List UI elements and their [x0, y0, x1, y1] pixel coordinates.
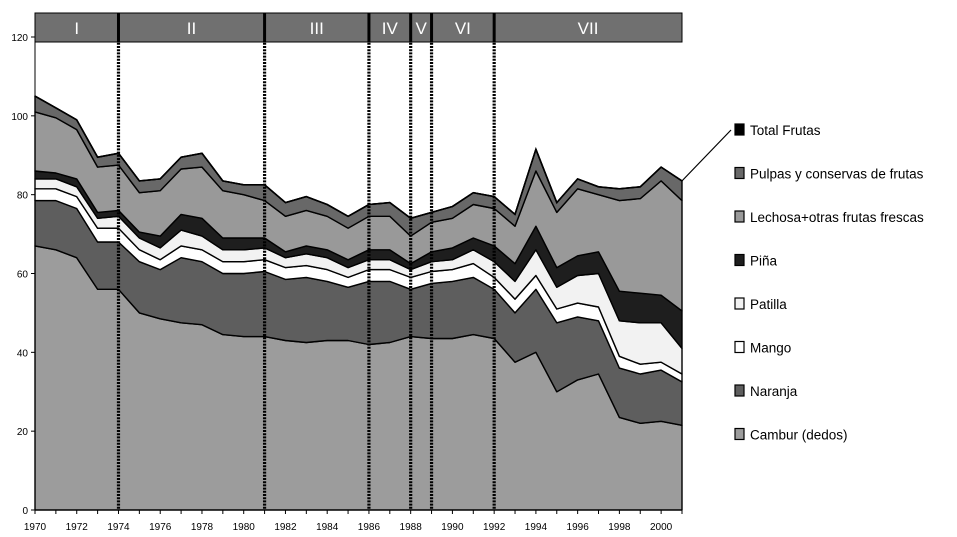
x-tick-label: 1970	[24, 522, 47, 533]
period-band: I II III IV V VI VII	[34, 12, 683, 43]
legend-label-pina: Piña	[750, 254, 778, 269]
period-label-ii: II	[187, 19, 196, 38]
y-tick-label: 100	[11, 112, 28, 123]
legend-label-cambur-dedos: Cambur (dedos)	[750, 428, 848, 443]
x-tick-label: 1988	[400, 522, 423, 533]
x-tick-label: 1978	[191, 522, 214, 533]
legend-swatch-lechosa-otras-frutas-frescas	[734, 210, 745, 223]
period-band-background	[34, 12, 683, 43]
legend-swatch-pulpas-y-conservas-de-frutas	[734, 166, 745, 180]
axes: 0 20 40 60 80 100 120 1970 1972 1974 1976 1978 1980 1…	[11, 33, 683, 533]
legend-label-patilla: Patilla	[750, 297, 787, 312]
period-label-vii: VII	[578, 19, 599, 38]
total-line-group	[34, 95, 683, 220]
x-tick-label: 1976	[149, 522, 172, 533]
x-tick-label: 1994	[525, 522, 548, 533]
legend-swatch-pina	[734, 253, 745, 267]
legend-label-pulpas-y-conservas-de-frutas: Pulpas y conservas de frutas	[750, 167, 924, 182]
x-tick-label: 1990	[441, 522, 464, 533]
legend: Total Frutas Pulpas y conservas de frutas…	[681, 123, 924, 443]
legend-swatch-total-frutas	[734, 123, 745, 136]
period-label-iv: IV	[382, 19, 399, 38]
x-tick-label: 1984	[316, 522, 339, 533]
y-tick-label: 120	[11, 33, 28, 44]
period-label-vi: VI	[455, 19, 471, 38]
legend-swatch-naranja	[734, 384, 745, 397]
y-tick-label: 80	[17, 191, 29, 202]
legend-label-mango: Mango	[750, 341, 791, 356]
legend-label-total-frutas: Total Frutas	[750, 123, 821, 138]
y-tick-label: 40	[17, 348, 29, 359]
x-tick-label: 1986	[358, 522, 381, 533]
y-tick-label: 0	[22, 506, 28, 517]
period-label-i: I	[74, 19, 79, 38]
x-tick-label: 1992	[483, 522, 506, 533]
x-tick-label: 1998	[608, 522, 631, 533]
line-total-frutas	[34, 95, 683, 220]
area-series-group	[34, 37, 683, 511]
y-tick-label: 60	[17, 270, 29, 281]
x-tick-label: 2000	[650, 522, 673, 533]
period-dividers	[116, 14, 496, 510]
x-tick-label: 1996	[567, 522, 590, 533]
legend-swatch-mango	[734, 340, 745, 354]
legend-swatch-patilla	[734, 297, 745, 310]
legend-leader-line	[681, 129, 732, 182]
period-label-v: V	[415, 19, 427, 38]
legend-swatch-cambur-dedos	[734, 427, 745, 441]
x-tick-label: 1972	[66, 522, 89, 533]
legend-label-lechosa-otras-frutas-frescas: Lechosa+otras frutas frescas	[750, 210, 924, 225]
x-tick-label: 1974	[107, 522, 130, 533]
period-label-iii: III	[310, 19, 324, 38]
x-tick-label: 1980	[233, 522, 256, 533]
y-tick-label: 20	[17, 427, 29, 438]
x-tick-label: 1982	[274, 522, 297, 533]
legend-label-naranja: Naranja	[750, 384, 798, 399]
